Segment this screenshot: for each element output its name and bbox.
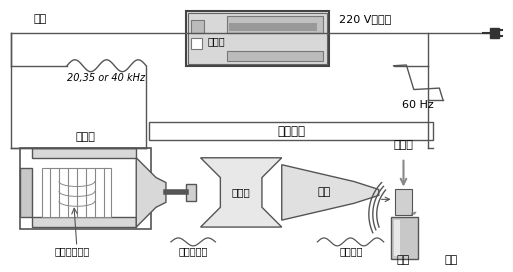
- Bar: [32, 148, 136, 158]
- Text: 箱压力: 箱压力: [393, 140, 413, 150]
- Polygon shape: [201, 158, 282, 227]
- Bar: [42, 168, 111, 217]
- Text: 220 V，单相: 220 V，单相: [339, 14, 391, 24]
- Polygon shape: [282, 165, 379, 220]
- Bar: [21, 168, 32, 217]
- Bar: [188, 13, 327, 64]
- Bar: [227, 16, 323, 33]
- Bar: [32, 217, 136, 227]
- Text: 传感系统: 传感系统: [277, 125, 305, 138]
- Text: 变幅器: 变幅器: [232, 187, 250, 197]
- Bar: [390, 217, 418, 259]
- Text: 机械振动能: 机械振动能: [179, 246, 208, 256]
- Bar: [394, 190, 412, 215]
- Text: 20,35 or 40 kHz: 20,35 or 40 kHz: [68, 73, 146, 83]
- Bar: [21, 148, 151, 229]
- Text: 焊头: 焊头: [318, 187, 331, 197]
- Bar: [229, 23, 318, 31]
- Bar: [191, 20, 204, 33]
- Text: 60 Hz: 60 Hz: [403, 100, 434, 110]
- Text: 电能: 电能: [34, 14, 47, 24]
- Bar: [191, 38, 202, 49]
- Text: 控制箱: 控制箱: [207, 36, 225, 46]
- Bar: [393, 220, 400, 256]
- Bar: [149, 122, 433, 140]
- Text: 换能器: 换能器: [76, 132, 96, 142]
- Text: 扩大振幅: 扩大振幅: [339, 246, 363, 256]
- Bar: [186, 11, 329, 66]
- Bar: [186, 184, 195, 201]
- Polygon shape: [136, 158, 166, 227]
- Text: 焊座: 焊座: [397, 255, 410, 265]
- Text: 焊件: 焊件: [444, 255, 458, 265]
- Text: 压电陶瓷晶体: 压电陶瓷晶体: [54, 246, 90, 256]
- Bar: [489, 28, 499, 38]
- Bar: [227, 51, 323, 61]
